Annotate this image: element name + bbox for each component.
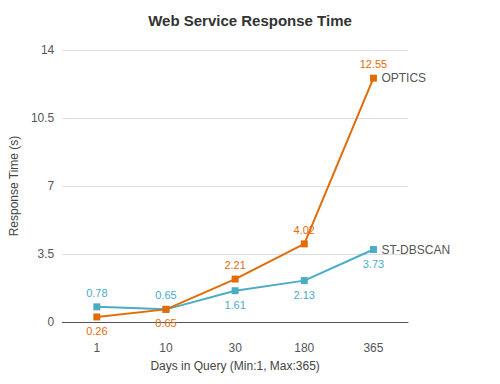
- svg-text:2.21: 2.21: [224, 259, 245, 271]
- svg-text:Response Time (s): Response Time (s): [7, 136, 21, 237]
- svg-text:365: 365: [363, 341, 383, 355]
- svg-text:0.78: 0.78: [86, 287, 107, 299]
- svg-text:3.73: 3.73: [363, 258, 384, 270]
- svg-text:0: 0: [48, 315, 55, 329]
- svg-text:1: 1: [93, 341, 100, 355]
- svg-text:0.65: 0.65: [155, 317, 176, 329]
- svg-text:30: 30: [228, 341, 242, 355]
- svg-text:0.26: 0.26: [86, 325, 107, 337]
- svg-text:12.55: 12.55: [360, 58, 388, 70]
- svg-text:1.61: 1.61: [224, 299, 245, 311]
- svg-text:180: 180: [294, 341, 314, 355]
- svg-text:ST-DBSCAN: ST-DBSCAN: [381, 243, 450, 257]
- svg-text:14: 14: [41, 43, 55, 57]
- svg-text:2.13: 2.13: [294, 289, 315, 301]
- svg-text:Days in Query (Min:1, Max:365): Days in Query (Min:1, Max:365): [150, 359, 319, 373]
- svg-text:OPTICS: OPTICS: [381, 71, 426, 85]
- svg-text:4.02: 4.02: [294, 224, 315, 236]
- svg-text:3.5: 3.5: [38, 247, 55, 261]
- svg-text:0.65: 0.65: [155, 289, 176, 301]
- svg-text:7: 7: [48, 179, 55, 193]
- svg-text:10.5: 10.5: [31, 111, 55, 125]
- svg-text:Web Service Response Time: Web Service Response Time: [148, 12, 352, 29]
- svg-text:10: 10: [159, 341, 173, 355]
